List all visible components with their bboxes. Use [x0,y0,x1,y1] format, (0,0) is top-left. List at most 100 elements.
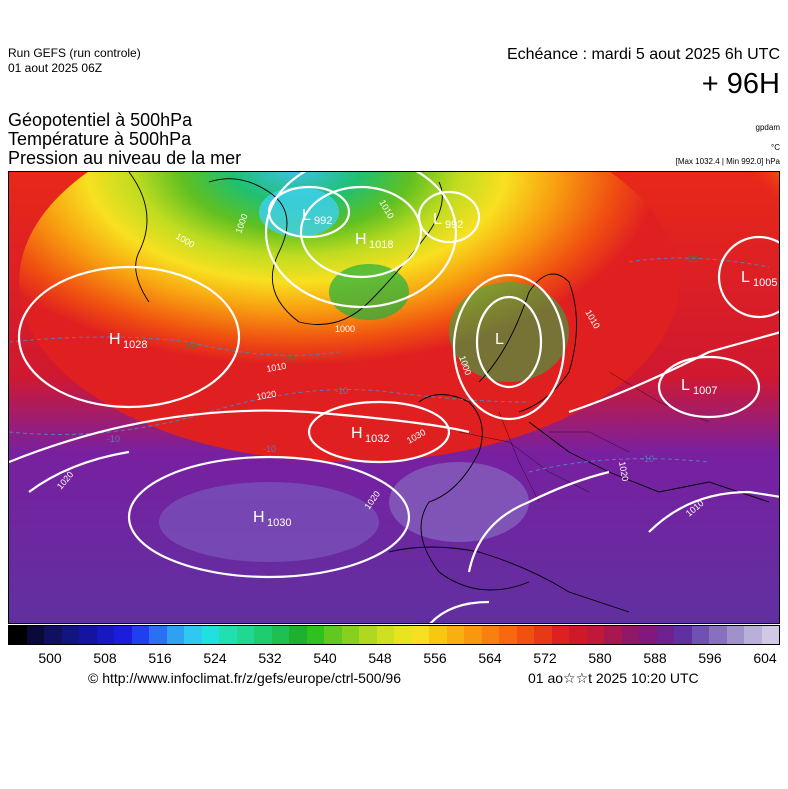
color-swatch [621,626,639,644]
isotherm-label: -10 [263,444,276,454]
color-swatch [569,626,587,644]
color-swatch [446,626,464,644]
color-swatch [411,626,429,644]
color-scale-tick: 548 [368,650,392,666]
unit-geopotential: gpdam [755,123,780,132]
center-value: 1030 [267,517,291,529]
color-swatch [201,626,219,644]
color-swatch [166,626,184,644]
center-type: L [681,377,690,394]
center-type: H [253,509,265,526]
center-value: 1028 [123,339,147,351]
color-swatch [744,626,762,644]
color-scale-tick: 564 [478,650,502,666]
forecast-horizon: + 96H [701,68,780,100]
color-swatch [61,626,79,644]
color-swatch [604,626,622,644]
color-swatch [359,626,377,644]
color-swatch [131,626,149,644]
unit-pressure-range: [Max 1032.4 | Min 992.0] hPa [675,157,780,166]
isotherm-label: -20 [685,254,698,264]
color-swatch [9,626,27,644]
color-swatch [44,626,62,644]
pressure-center-3: L 992 [433,211,463,231]
color-scale-tick: 556 [423,650,447,666]
pressure-center-8: H 1032 [351,425,389,445]
center-type: L [495,331,504,348]
center-value: 992 [314,215,332,227]
color-scale-tick: 596 [698,650,722,666]
run-date: 01 aout 2025 06Z [8,61,103,75]
color-scale-tick: 508 [93,650,117,666]
pressure-center-7: L 1007 [681,377,717,397]
run-label: Run GEFS (run controle) [8,46,141,60]
generation-time: 01 ao☆☆t 2025 10:20 UTC [528,670,699,686]
color-scale-tick: 540 [313,650,337,666]
color-swatch [114,626,132,644]
color-scale-tick: 524 [203,650,227,666]
center-value: 1032 [365,433,389,445]
forecast-valid-time: Echéance : mardi 5 aout 2025 6h UTC [506,46,780,63]
center-type: H [109,331,121,348]
pressure-center-2: H 1018 [355,231,393,251]
color-swatch [464,626,482,644]
color-scale-tick: 580 [588,650,612,666]
color-scale-tick: 572 [533,650,557,666]
center-type: H [355,231,367,248]
color-swatch [376,626,394,644]
color-swatch [709,626,727,644]
unit-temperature: °C [771,143,780,152]
center-type: L [433,211,442,228]
color-swatch [499,626,517,644]
color-swatch [674,626,692,644]
color-swatch [639,626,657,644]
center-type: L [302,207,311,224]
isotherm-label: -10 [107,434,120,444]
color-scale-tick: 604 [753,650,777,666]
pressure-center-4: L 1005 [741,269,777,289]
pressure-center-5: H 1028 [109,331,147,351]
color-scale-tick: 516 [148,650,172,666]
isobar-label: 1000 [335,324,355,334]
color-swatch [691,626,709,644]
color-scale-tick: 588 [643,650,667,666]
color-scale-bar [8,625,780,645]
isotherm-label: -10 [641,454,654,464]
color-swatch [551,626,569,644]
color-swatch [429,626,447,644]
weather-map-svg: L 992 H 1018 L 992 L 1005 H 1028 L L 1007 H 103… [9,172,779,623]
center-value: 992 [445,219,463,231]
color-swatch [761,626,779,644]
color-swatch [306,626,324,644]
color-swatch [656,626,674,644]
color-swatch [289,626,307,644]
pressure-center-9: H 1030 [253,509,291,529]
isotherm-label: -10 [335,386,348,396]
color-scale-tick: 500 [38,650,62,666]
color-swatch [79,626,97,644]
color-swatch [726,626,744,644]
color-swatch [184,626,202,644]
center-value: 1018 [369,239,393,251]
color-swatch [324,626,342,644]
color-swatch [26,626,44,644]
color-swatch [271,626,289,644]
color-swatch [236,626,254,644]
color-swatch [516,626,534,644]
isobar-label: 1010 [266,361,287,374]
color-swatch [586,626,604,644]
color-swatch [341,626,359,644]
center-type: H [351,425,363,442]
center-value: 1007 [693,385,717,397]
color-swatch [149,626,167,644]
isobar-label: 1020 [256,389,277,402]
color-swatch [96,626,114,644]
pressure-center-6: L [495,331,504,348]
weather-map: L 992 H 1018 L 992 L 1005 H 1028 L L 1007 H 103… [8,171,780,624]
isotherm-label: -20 [183,342,196,352]
isobar-label: 1020 [617,461,630,482]
title-geopotential: Géopotentiel à 500hPa [8,110,193,130]
title-pressure: Pression au niveau de la mer [8,148,242,168]
isotherm-label: -20 [283,354,296,364]
center-value: 1005 [753,277,777,289]
